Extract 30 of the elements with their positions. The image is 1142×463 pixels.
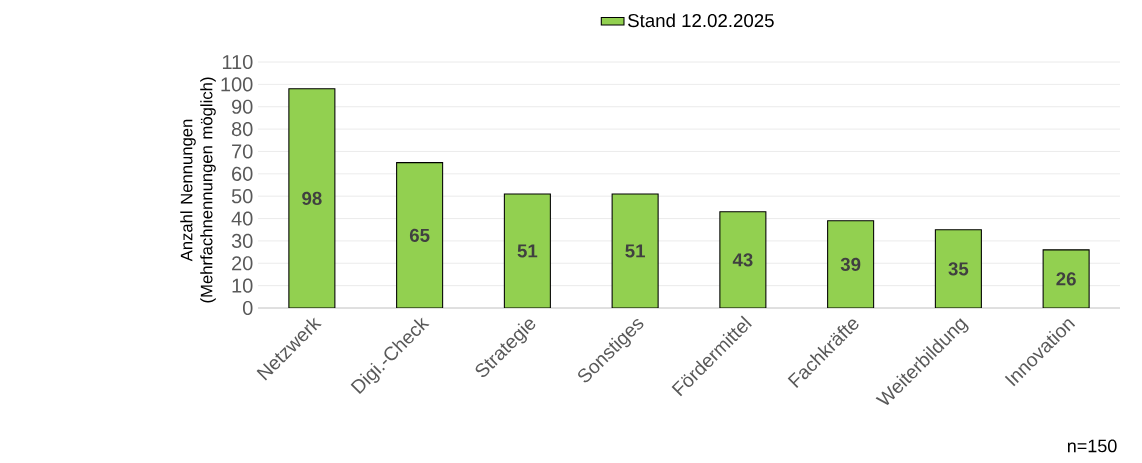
y-tick-label: 110	[222, 54, 253, 70]
bar	[288, 88, 336, 308]
y-tick-label: 0	[242, 300, 253, 316]
y-tick-label: 60	[232, 166, 253, 181]
y-tick-label: 40	[231, 211, 253, 226]
data-label: 51	[517, 244, 538, 258]
y-tick-label: 30	[231, 233, 253, 248]
data-label: 35	[948, 262, 969, 276]
y-tick-label: 70	[232, 144, 253, 159]
text: n=150	[1067, 439, 1117, 453]
bar	[719, 211, 767, 308]
y-tick-label: 80	[231, 122, 253, 137]
bar	[396, 162, 444, 308]
data-label: 26	[1056, 272, 1076, 286]
y-tick-label: 90	[232, 99, 253, 114]
y-tick-label: 50	[231, 189, 253, 204]
data-label: 65	[409, 228, 430, 242]
data-label: 98	[302, 191, 322, 206]
bar	[934, 229, 982, 308]
y-tick-label: 10	[232, 278, 253, 293]
bar	[827, 220, 875, 308]
y-tick-label: 20	[232, 256, 253, 271]
y-axis-title: Anzahl Nennungen (Mehrfachnennungen möglich)	[180, 77, 216, 303]
bar	[611, 193, 659, 308]
data-label: 39	[840, 257, 861, 272]
y-tick-label: 100	[221, 77, 253, 92]
bar	[503, 193, 551, 308]
data-label: 43	[732, 253, 753, 267]
data-label: 51	[625, 244, 645, 258]
legend-label: Stand 12.02.2025	[628, 13, 774, 28]
